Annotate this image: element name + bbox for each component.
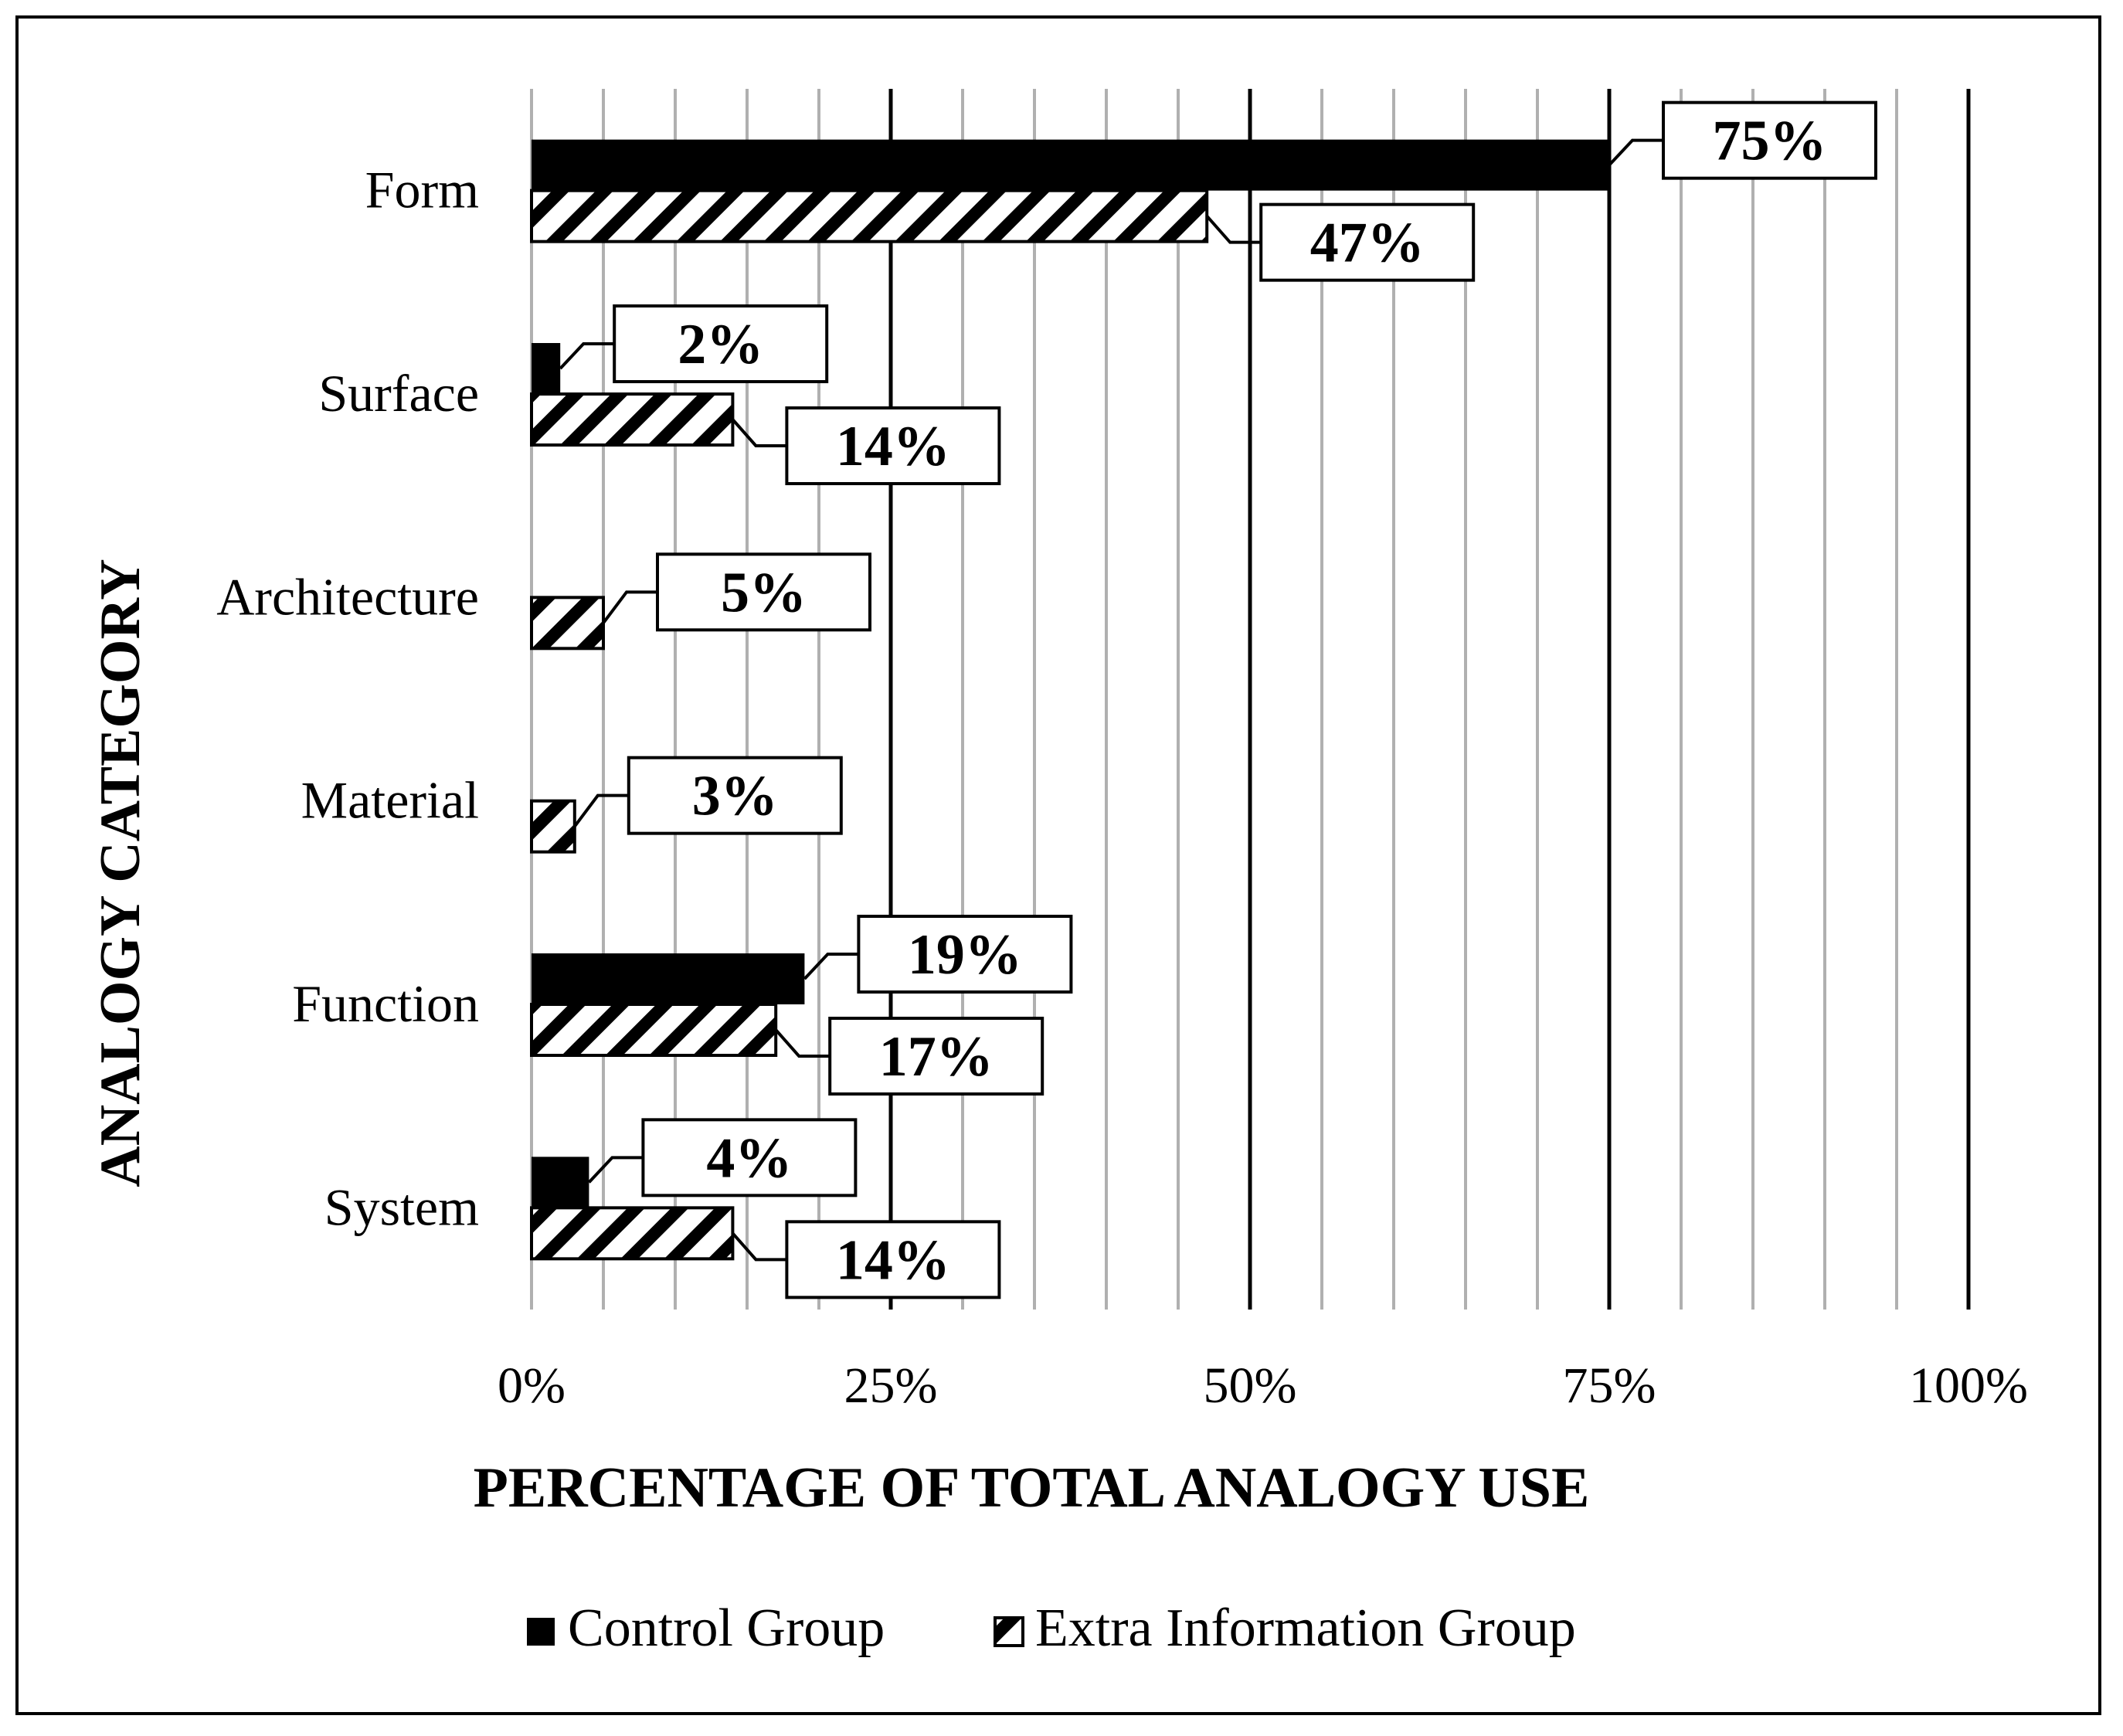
- bar-extra: [530, 596, 605, 651]
- data-label-control-box: [1662, 100, 1877, 180]
- bar-extra: [530, 799, 576, 854]
- bars: [530, 139, 1609, 1261]
- x-tick-label: 100%: [1909, 1357, 2028, 1414]
- category-labels: Form Surface Architecture Material Function S…: [216, 161, 479, 1237]
- data-label-control-text: 4%: [706, 1126, 792, 1190]
- x-tick-label: 75%: [1563, 1357, 1656, 1414]
- category-label: Function: [292, 974, 479, 1033]
- legend-label-extra: Extra Information Group: [1035, 1598, 1576, 1658]
- category-label: Architecture: [216, 567, 479, 626]
- data-label-extra-text: 14%: [836, 415, 950, 478]
- x-tick-labels: 0% 25% 50% 75% 100%: [498, 1357, 2028, 1414]
- bar-control: [532, 953, 805, 1004]
- bar-extra: [530, 1003, 778, 1057]
- data-label-control-leader: [559, 342, 615, 370]
- data-label-extra-box: [828, 1017, 1045, 1096]
- data-label-extra-box: [785, 1220, 1001, 1299]
- data-label-extra-text: 3%: [692, 765, 778, 828]
- data-label-extra-box: [656, 552, 871, 632]
- data-label-extra-leader: [731, 1232, 787, 1262]
- data-label-extra-leader: [1205, 215, 1262, 244]
- data-label-extra-text: 17%: [879, 1025, 994, 1089]
- category-label: Surface: [318, 364, 479, 423]
- data-label-extra-box: [627, 756, 843, 835]
- category-label: Material: [301, 771, 479, 830]
- bar-control: [532, 139, 1609, 191]
- category-label: System: [324, 1177, 479, 1236]
- data-label-control-text: 19%: [908, 923, 1022, 987]
- data-label-extra-leader: [573, 793, 629, 827]
- bar-extra: [530, 1206, 735, 1261]
- data-label-extra-box: [785, 406, 1001, 485]
- data-label-extra-leader: [731, 418, 787, 447]
- legend-swatch-control: [527, 1618, 555, 1646]
- grid-lines: [530, 89, 1971, 1310]
- data-label-extra-text: 14%: [836, 1228, 950, 1292]
- data-label-control-box: [857, 915, 1073, 994]
- y-axis-title: ANALOGY CATEGORY: [89, 559, 152, 1187]
- data-label-control-text: 2%: [678, 313, 763, 376]
- data-label-control-leader: [803, 953, 859, 980]
- data-labels: 75% 47% 2% 14% 5% 3% 19% 17% 4% 14%: [613, 100, 1877, 1299]
- data-label-extra-leader: [774, 1028, 831, 1058]
- category-label: Form: [365, 161, 479, 219]
- data-label-control-leader: [1608, 138, 1663, 167]
- bar-control: [532, 343, 561, 394]
- x-tick-label: 25%: [844, 1357, 938, 1414]
- bar-extra: [530, 392, 735, 447]
- x-tick-label: 50%: [1204, 1357, 1297, 1414]
- data-label-extra-leader: [602, 590, 657, 624]
- legend-label-control: Control Group: [568, 1598, 885, 1658]
- legend: Control Group Extra Information Group: [527, 1598, 1576, 1658]
- bar-control: [532, 1157, 589, 1208]
- legend-swatch-extra: [994, 1616, 1024, 1647]
- data-label-extra-text: 5%: [721, 561, 807, 624]
- data-label-control-leader: [587, 1156, 644, 1184]
- x-axis-title: PERCENTAGE OF TOTAL ANALOGY USE: [474, 1456, 1590, 1520]
- data-label-control-text: 75%: [1713, 110, 1827, 173]
- data-label-control-box: [613, 304, 829, 383]
- data-label-extra-box: [1259, 202, 1476, 282]
- x-tick-label: 0%: [498, 1357, 566, 1414]
- label-leaders: [559, 138, 1663, 1262]
- data-label-extra-text: 47%: [1310, 212, 1425, 275]
- bar-extra: [530, 189, 1209, 243]
- data-label-control-box: [641, 1118, 858, 1198]
